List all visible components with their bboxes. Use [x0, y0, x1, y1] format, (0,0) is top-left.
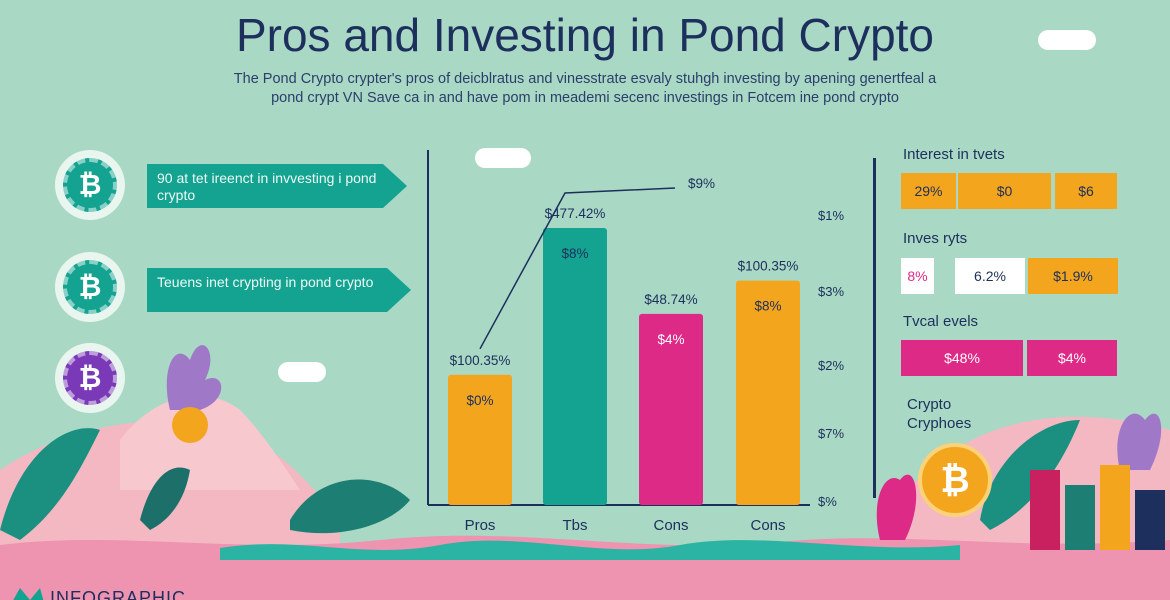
- bar-inner-label: $8%: [754, 299, 781, 314]
- shell: [172, 407, 208, 443]
- bar-chart: $1% $3% $2% $7% $% $100.35% $0% Pros $477.42% $8%…: [427, 150, 844, 534]
- coral-pink: [876, 474, 917, 540]
- footer-brand: INFOGRAPHIC: [50, 588, 187, 600]
- bitcoin-icon: ₿: [63, 260, 117, 314]
- leaf-teal: [140, 467, 190, 530]
- interest-cell-2: $0: [958, 173, 1051, 209]
- investments-cell-2: 6.2%: [955, 258, 1025, 294]
- bar-value-label: $477.42%: [545, 206, 606, 221]
- coin-badge-3: ₿: [55, 343, 125, 413]
- cryptos-label: Cryphoes: [907, 415, 972, 432]
- bar: [639, 313, 703, 505]
- bar: [543, 228, 607, 505]
- y-tick-label: $1%: [818, 208, 844, 223]
- bitcoin-coin: ₿: [918, 443, 992, 517]
- coin-stack-4: [1135, 490, 1165, 550]
- bitcoin-icon: ₿: [940, 459, 970, 500]
- x-tick-label: Cons: [653, 517, 688, 534]
- benefit-banner-1: 90 at tet ireenct in invvesting i pond c…: [147, 164, 407, 208]
- bar: [736, 280, 800, 505]
- y-tick-label: $3%: [818, 284, 844, 299]
- page-subtitle: The Pond Crypto crypter's pros of deicbl…: [200, 70, 970, 108]
- coin-badge-2: ₿: [55, 252, 125, 322]
- bitcoin-icon: ₿: [63, 158, 117, 212]
- x-tick-label: Tbs: [562, 517, 587, 534]
- brand-logo-icon: [13, 588, 44, 600]
- benefit-banner-1-text: 90 at tet ireenct in invvesting i pond c…: [157, 170, 377, 203]
- left-hill-back: [120, 395, 300, 490]
- coin-stack-3: [1100, 465, 1130, 550]
- y-tick-label: $%: [818, 494, 837, 509]
- crypto-label: Crypto: [907, 396, 952, 413]
- benefit-banner-2-text: Teuens inet crypting in pond crypto: [157, 274, 374, 290]
- levels-cell-2: $4%: [1027, 340, 1117, 376]
- cloud-middle: [475, 148, 531, 168]
- subtitle-line-2: pond crypt VN Save ca in and have pom in…: [271, 90, 899, 106]
- interest-cell-1: 29%: [901, 173, 956, 209]
- coral-right: [1117, 413, 1162, 470]
- x-tick-label: Pros: [465, 517, 496, 534]
- cloud-top-right: [1038, 30, 1096, 50]
- water-wave: [220, 540, 960, 560]
- trend-line: [479, 187, 676, 350]
- page-title: Pros and Investing in Pond Crypto: [235, 9, 935, 61]
- investments-cell-3: $1.9%: [1028, 258, 1118, 294]
- investments-cell-1: 8%: [901, 258, 934, 294]
- bar: [448, 374, 512, 505]
- right-panel-divider: [873, 158, 876, 498]
- coral-purple: [166, 345, 222, 410]
- section-heading-levels: Tvcal evels: [903, 313, 979, 330]
- bitcoin-icon: ₿: [63, 351, 117, 405]
- cloud-low: [278, 362, 326, 382]
- leaf-big: [290, 479, 410, 534]
- interest-cell-3: $6: [1055, 173, 1117, 209]
- coin-stack-2: [1065, 485, 1095, 550]
- bar-value-label: $100.35%: [738, 259, 799, 274]
- trend-line-label: $9%: [688, 176, 715, 191]
- bar-value-label: $100.35%: [450, 353, 511, 368]
- coin-stack-1: [1030, 470, 1060, 550]
- bar-inner-label: $4%: [657, 332, 684, 347]
- bar-inner-label: $8%: [561, 246, 588, 261]
- y-tick-label: $2%: [818, 358, 844, 373]
- x-tick-label: Cons: [750, 517, 785, 534]
- section-heading-investments: Inves ryts: [903, 230, 968, 247]
- bar-inner-label: $0%: [466, 393, 493, 408]
- subtitle-line-1: The Pond Crypto crypter's pros of deicbl…: [233, 71, 937, 87]
- leaf-left: [0, 428, 100, 540]
- benefit-banner-2: Teuens inet crypting in pond crypto: [147, 268, 411, 312]
- coin-badge-1: ₿: [55, 150, 125, 220]
- bar-value-label: $48.74%: [644, 292, 697, 307]
- section-heading-interest: Interest in tvets: [903, 146, 1005, 163]
- levels-cell-1: $48%: [901, 340, 1023, 376]
- y-tick-label: $7%: [818, 426, 844, 441]
